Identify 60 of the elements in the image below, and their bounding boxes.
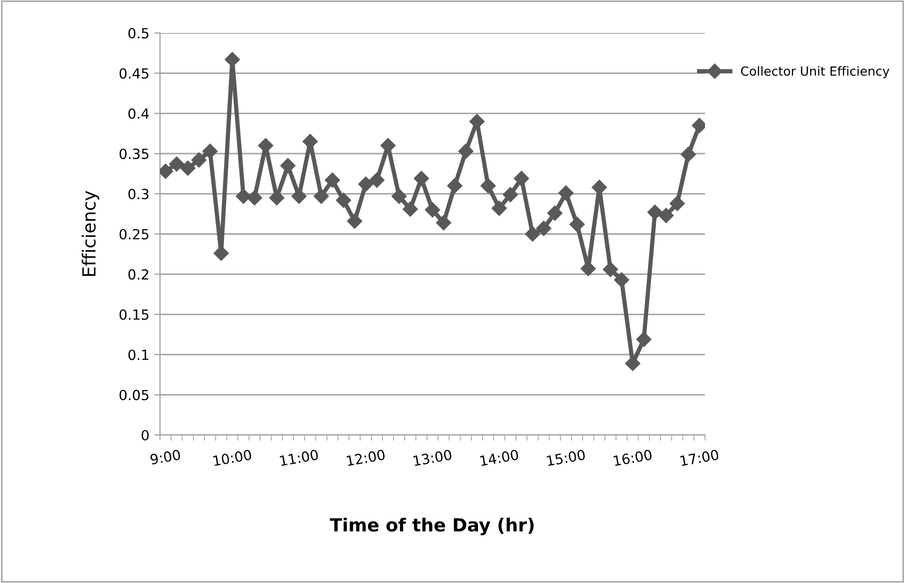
- y-tick-label: 0.25: [120, 228, 148, 240]
- x-tick-label: 13:00: [413, 449, 452, 466]
- point: [347, 214, 362, 229]
- point: [324, 172, 340, 188]
- y-tick-label: 0.2: [128, 269, 148, 280]
- point: [336, 192, 352, 208]
- x-tick-label: 11:00: [280, 449, 319, 466]
- y-tick-label: 0.35: [120, 148, 148, 160]
- point: [180, 160, 196, 176]
- point: [414, 170, 429, 186]
- point: [392, 188, 407, 204]
- point: [358, 176, 374, 192]
- point: [191, 152, 206, 168]
- legend-label: Collector Unit Efficiency: [741, 66, 890, 78]
- y-tick-label: 0.5: [128, 28, 148, 38]
- point: [447, 178, 462, 194]
- point: [424, 202, 440, 218]
- point: [246, 190, 262, 206]
- y-tick-label: 0.4: [128, 108, 149, 119]
- point: [436, 215, 452, 230]
- point: [314, 188, 329, 204]
- x-tick-label: 14:00: [480, 449, 519, 466]
- point: [280, 158, 296, 174]
- y-tick-label: 0.05: [120, 390, 148, 400]
- point: [570, 216, 585, 232]
- y-tick-label: 0.3: [128, 188, 148, 200]
- point: [636, 332, 652, 347]
- point: [647, 204, 663, 220]
- point: [536, 220, 552, 236]
- point: [670, 196, 685, 212]
- point: [558, 185, 574, 201]
- x-tick-label: 10:00: [212, 449, 252, 466]
- point: [202, 144, 218, 159]
- point: [458, 144, 474, 159]
- x-tick-label: 16:00: [613, 449, 652, 466]
- point: [369, 172, 384, 188]
- y-tick-label: 0.45: [120, 68, 148, 79]
- x-tick-label: 15:00: [546, 449, 586, 466]
- point: [658, 208, 674, 224]
- x-tick-label: 17:00: [680, 449, 719, 466]
- point: [480, 178, 496, 194]
- point: [214, 246, 229, 261]
- point: [547, 206, 562, 221]
- point: [680, 146, 696, 162]
- point: [502, 187, 518, 202]
- point: [602, 262, 618, 277]
- y-tick-label: 0.15: [120, 309, 148, 320]
- point: [492, 200, 507, 216]
- point: [169, 156, 184, 172]
- x-axis-title: Time of the Day (hr): [330, 518, 534, 536]
- point: [236, 188, 251, 204]
- point: [614, 272, 630, 288]
- point: [514, 170, 530, 186]
- y-axis-title: Efficiency: [82, 190, 100, 276]
- y-tick-label: 0: [142, 430, 149, 440]
- y-tick-label: 0.1: [128, 350, 148, 360]
- point: [402, 202, 418, 217]
- x-tick-label: 9:00: [150, 449, 181, 465]
- x-tick-label: 12:00: [346, 449, 386, 466]
- point: [525, 226, 540, 242]
